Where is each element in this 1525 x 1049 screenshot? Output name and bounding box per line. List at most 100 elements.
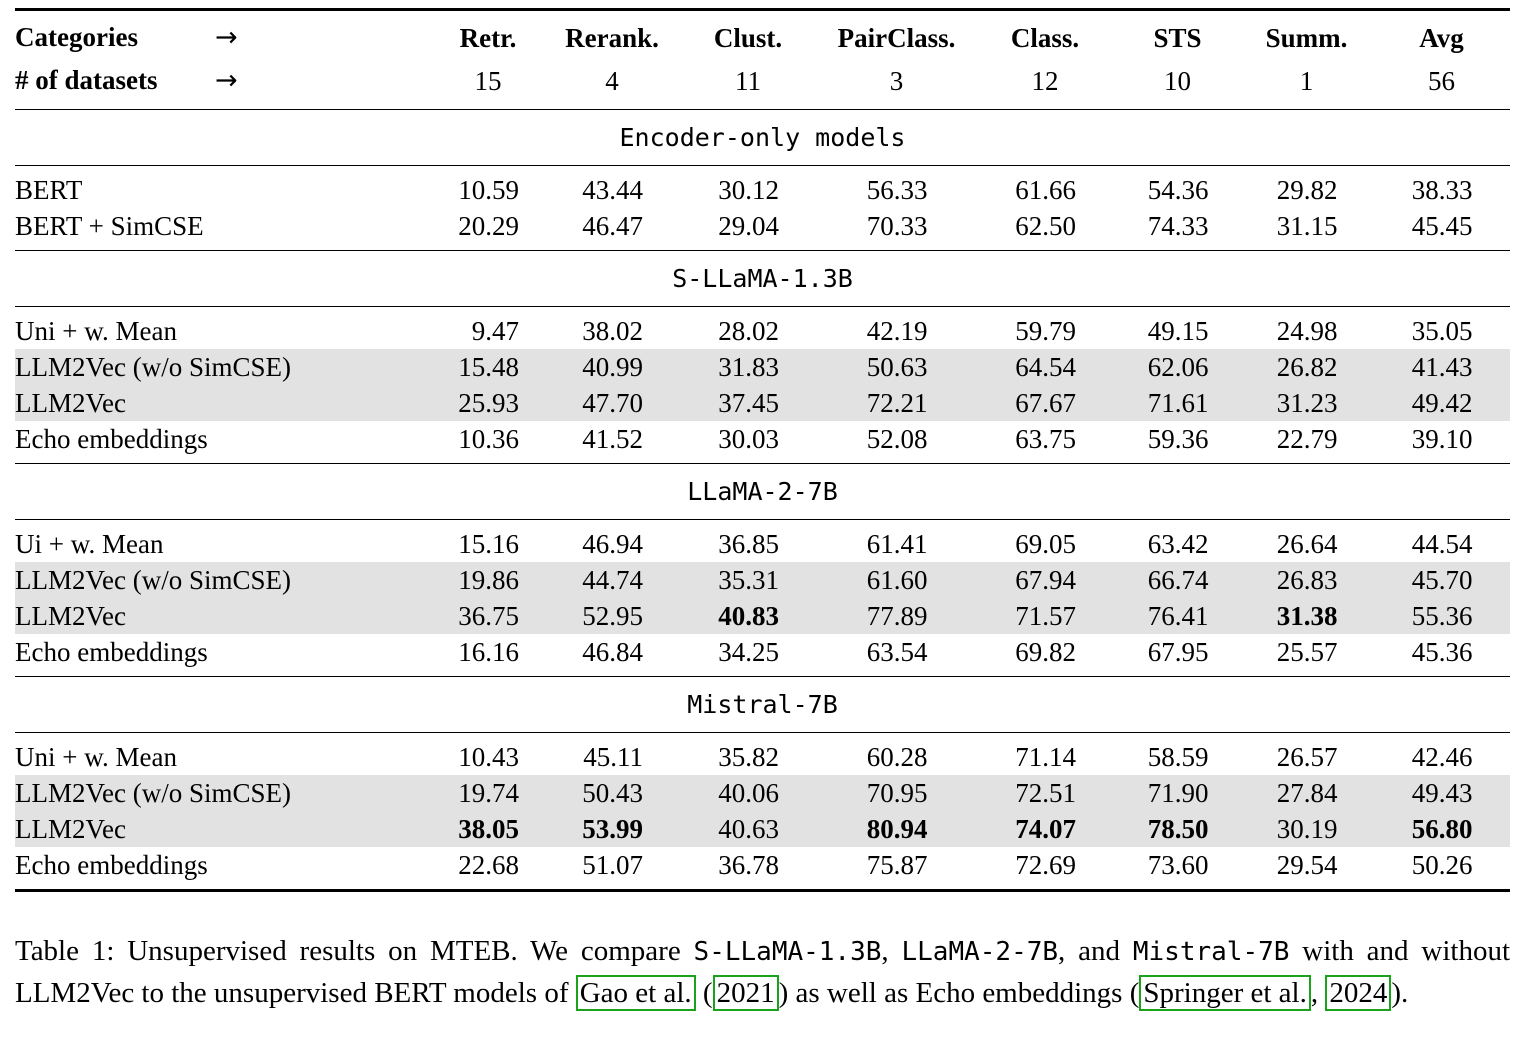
- value-text: 47.70: [582, 388, 643, 418]
- value-text: 62.06: [1147, 352, 1209, 382]
- value-cell: 9.47: [430, 307, 546, 350]
- row-label: BERT: [15, 175, 83, 205]
- citation-link[interactable]: Gao et al.: [575, 975, 696, 1012]
- value-cell: 36.75: [430, 598, 546, 634]
- categories-label: Categories →: [15, 10, 430, 60]
- value-cell: 26.57: [1240, 733, 1373, 776]
- value-text: 71.57: [1015, 601, 1076, 631]
- value-text: 15.48: [458, 352, 519, 382]
- value-text: 36.78: [718, 850, 779, 880]
- value-cell: 64.54: [975, 349, 1115, 385]
- row-label: Ui + w. Mean: [15, 529, 164, 559]
- value-cell: 22.68: [430, 847, 546, 891]
- value-text: 70.95: [866, 778, 928, 808]
- value-text: 29.04: [718, 211, 779, 241]
- value-text: 49.15: [1147, 316, 1209, 346]
- section-title: LLaMA-2-7B: [15, 463, 1510, 520]
- value-text: 60.28: [866, 742, 928, 772]
- section-title: Encoder-only models: [15, 109, 1510, 166]
- value-text: 19.86: [458, 565, 519, 595]
- value-cell: 61.66: [975, 166, 1115, 209]
- value-text: 52.95: [582, 601, 643, 631]
- value-cell: 20.29: [430, 208, 546, 251]
- value-cell: 25.93: [430, 385, 546, 421]
- value-cell: 49.15: [1115, 307, 1240, 350]
- value-cell: 52.08: [818, 421, 975, 464]
- value-text: 38.05: [458, 814, 519, 844]
- value-text: 50.26: [1411, 850, 1473, 880]
- value-text: 26.57: [1276, 742, 1338, 772]
- citation-link[interactable]: 2021: [712, 975, 779, 1012]
- value-cell: 66.74: [1115, 562, 1240, 598]
- value-text: 61.41: [866, 529, 928, 559]
- value-text: 64.54: [1015, 352, 1076, 382]
- value-cell: 40.06: [678, 775, 818, 811]
- dataset-count: 4: [546, 59, 678, 110]
- value-text: 70.33: [866, 211, 928, 241]
- value-text: 61.60: [866, 565, 928, 595]
- value-cell: 29.54: [1240, 847, 1373, 891]
- section-title-row: Mistral-7B: [15, 676, 1510, 733]
- table-section: Mistral-7B Uni + w. Mean 10.43 45.11 35.82 60…: [15, 676, 1510, 891]
- value-text: 28.02: [718, 316, 779, 346]
- value-text: 56.33: [866, 175, 928, 205]
- dataset-count: 11: [678, 59, 818, 110]
- value-text: 45.36: [1411, 637, 1473, 667]
- value-text: 10.36: [458, 424, 519, 454]
- value-text: 30.19: [1276, 814, 1338, 844]
- value-cell: 38.05: [430, 811, 546, 847]
- section-title-row: S-LLaMA-1.3B: [15, 250, 1510, 307]
- value-cell: 51.07: [546, 847, 678, 891]
- citation-link[interactable]: Springer et al.: [1139, 975, 1311, 1012]
- value-text: 63.75: [1015, 424, 1076, 454]
- value-text: 38.02: [582, 316, 643, 346]
- value-text: 31.83: [718, 352, 779, 382]
- value-cell: 73.60: [1115, 847, 1240, 891]
- value-text: 78.50: [1147, 814, 1209, 844]
- value-text: 63.54: [866, 637, 928, 667]
- value-text: 35.82: [718, 742, 779, 772]
- section-title-row: Encoder-only models: [15, 109, 1510, 166]
- value-cell: 44.74: [546, 562, 678, 598]
- value-text: 71.90: [1147, 778, 1209, 808]
- value-cell: 71.14: [975, 733, 1115, 776]
- value-text: 46.47: [582, 211, 643, 241]
- table-section: S-LLaMA-1.3B Uni + w. Mean 9.47 38.02 28.02 4…: [15, 250, 1510, 464]
- value-text: 74.33: [1147, 211, 1209, 241]
- section-title: Mistral-7B: [15, 676, 1510, 733]
- datasets-text: # of datasets: [15, 65, 158, 95]
- value-cell: 38.02: [546, 307, 678, 350]
- citation-link[interactable]: 2024: [1325, 975, 1392, 1012]
- column-header-class: Class.: [1010, 22, 1080, 53]
- value-cell: 35.05: [1373, 307, 1510, 350]
- row-label: BERT + SimCSE: [15, 211, 204, 241]
- value-text: 72.69: [1015, 850, 1076, 880]
- value-text: 40.99: [582, 352, 643, 382]
- value-cell: 67.94: [975, 562, 1115, 598]
- caption-mono-text: LLaMA-2-7B: [901, 937, 1059, 967]
- value-cell: 71.90: [1115, 775, 1240, 811]
- value-text: 19.74: [458, 778, 519, 808]
- value-cell: 55.36: [1373, 598, 1510, 634]
- value-text: 30.12: [718, 175, 779, 205]
- value-cell: 15.16: [430, 520, 546, 563]
- value-text: 49.42: [1411, 388, 1473, 418]
- table-section: Encoder-only models BERT 10.59 43.44 30.12 56…: [15, 109, 1510, 251]
- value-cell: 42.46: [1373, 733, 1510, 776]
- value-cell: 63.54: [818, 634, 975, 677]
- value-text: 22.79: [1276, 424, 1338, 454]
- dataset-count: 1: [1240, 59, 1373, 110]
- value-cell: 74.33: [1115, 208, 1240, 251]
- value-cell: 71.57: [975, 598, 1115, 634]
- value-text: 61.66: [1015, 175, 1076, 205]
- value-text: 40.06: [718, 778, 779, 808]
- value-cell: 69.05: [975, 520, 1115, 563]
- value-text: 24.98: [1276, 316, 1338, 346]
- value-text: 58.59: [1147, 742, 1209, 772]
- value-cell: 46.84: [546, 634, 678, 677]
- value-text: 46.84: [582, 637, 643, 667]
- value-cell: 37.45: [678, 385, 818, 421]
- value-cell: 67.67: [975, 385, 1115, 421]
- table-header: Categories → Retr. Rerank. Clust. PairCla…: [15, 10, 1510, 110]
